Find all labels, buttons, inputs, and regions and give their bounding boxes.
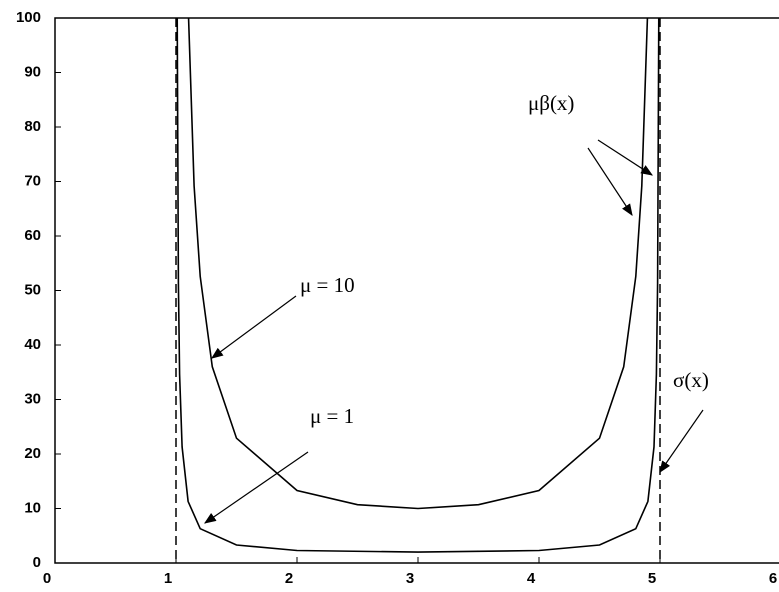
y-tick-label: 100 <box>16 9 41 26</box>
annotation: μβ(x) <box>528 91 574 115</box>
x-tick-label: 3 <box>406 570 414 587</box>
x-tick-label: 5 <box>648 570 656 587</box>
plot-frame <box>55 18 779 563</box>
curve <box>177 13 659 553</box>
x-tick-label: 1 <box>164 570 172 587</box>
y-tick-label: 40 <box>24 336 41 353</box>
annotation: μ = 10 <box>300 273 355 297</box>
y-tick-label: 70 <box>24 172 41 189</box>
x-tick-label: 2 <box>285 570 293 587</box>
arrow <box>212 296 296 358</box>
y-tick-label: 0 <box>33 554 41 571</box>
y-tick-label: 20 <box>24 445 41 462</box>
y-tick-label: 60 <box>24 227 41 244</box>
chart: 0 10 20 30 40 50 60 70 80 90 100 0 1 2 3 4 5 6 μβ(x) μ = 10… <box>0 0 779 592</box>
curve <box>188 4 648 509</box>
y-tick-label: 50 <box>24 281 41 298</box>
x-tick-label: 4 <box>527 570 536 587</box>
x-tick-label: 0 <box>43 570 51 587</box>
annotation: σ(x) <box>673 368 709 392</box>
y-tick-label: 10 <box>24 499 41 516</box>
arrow <box>660 410 703 472</box>
plot-area <box>176 4 660 563</box>
annotation: μ = 1 <box>310 404 354 428</box>
y-tick-label: 30 <box>24 390 41 407</box>
x-tick-label: 6 <box>769 570 777 587</box>
y-tick-label: 90 <box>24 63 41 80</box>
y-tick-label: 80 <box>24 118 41 135</box>
